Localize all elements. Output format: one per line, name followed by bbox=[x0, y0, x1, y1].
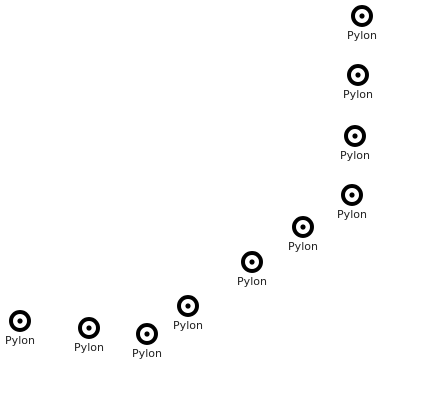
pylon-marker[interactable]: Pylon bbox=[332, 4, 392, 44]
pylon-marker[interactable]: Pylon bbox=[0, 309, 50, 349]
pylon-icon bbox=[340, 183, 364, 207]
pylon-icon bbox=[240, 250, 264, 274]
pylon-icon bbox=[346, 63, 370, 87]
pylon-marker[interactable]: Pylon bbox=[273, 215, 333, 255]
pylon-label: Pylon bbox=[288, 240, 318, 253]
pylon-icon bbox=[350, 4, 374, 28]
pylon-label: Pylon bbox=[343, 88, 373, 101]
pylon-marker[interactable]: Pylon bbox=[222, 250, 282, 290]
pylon-icon bbox=[176, 294, 200, 318]
pylon-label: Pylon bbox=[337, 208, 367, 221]
pylon-label: Pylon bbox=[132, 347, 162, 360]
pylon-marker[interactable]: Pylon bbox=[328, 63, 388, 103]
pylon-icon bbox=[8, 309, 32, 333]
pylon-icon bbox=[343, 124, 367, 148]
pylon-marker[interactable]: Pylon bbox=[325, 124, 385, 164]
pylon-label: Pylon bbox=[347, 29, 377, 42]
pylon-icon bbox=[77, 316, 101, 340]
pylon-marker[interactable]: Pylon bbox=[117, 322, 177, 362]
pylon-marker[interactable]: Pylon bbox=[59, 316, 119, 356]
pylon-icon bbox=[135, 322, 159, 346]
pylon-icon bbox=[291, 215, 315, 239]
pylon-label: Pylon bbox=[74, 341, 104, 354]
pylon-label: Pylon bbox=[5, 334, 35, 347]
pylon-label: Pylon bbox=[237, 275, 267, 288]
pylon-label: Pylon bbox=[173, 319, 203, 332]
pylon-label: Pylon bbox=[340, 149, 370, 162]
